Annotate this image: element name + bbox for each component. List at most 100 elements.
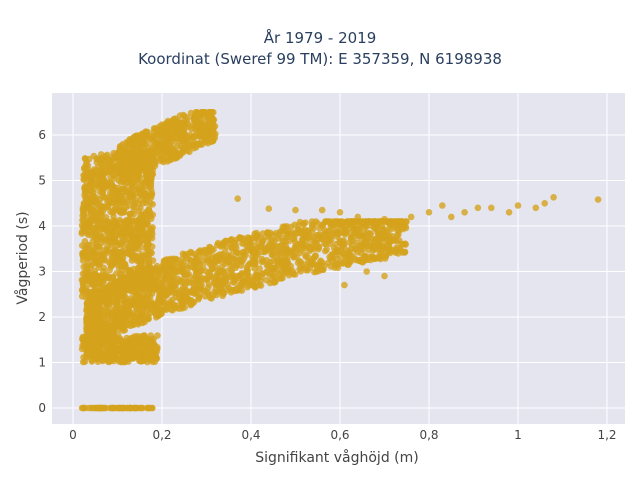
data-point bbox=[226, 273, 234, 281]
data-point bbox=[124, 222, 132, 229]
data-point bbox=[152, 344, 160, 352]
data-point bbox=[313, 265, 321, 273]
data-point bbox=[80, 404, 88, 412]
x-tick-label: 0,4 bbox=[241, 428, 260, 442]
data-point bbox=[97, 235, 104, 243]
data-point bbox=[263, 257, 271, 264]
data-point bbox=[385, 247, 393, 254]
data-point bbox=[142, 301, 150, 309]
data-point bbox=[144, 295, 151, 302]
data-point bbox=[392, 248, 400, 255]
data-point bbox=[302, 219, 309, 226]
data-point bbox=[168, 127, 176, 134]
data-point bbox=[334, 264, 342, 272]
data-point bbox=[203, 131, 211, 138]
data-point bbox=[273, 266, 281, 273]
data-point bbox=[148, 404, 156, 412]
data-point bbox=[322, 236, 330, 244]
data-point bbox=[166, 141, 174, 149]
x-tick-label: 0,6 bbox=[330, 428, 349, 442]
data-point bbox=[327, 263, 335, 270]
data-point bbox=[354, 213, 362, 221]
data-point bbox=[177, 137, 184, 145]
data-point bbox=[139, 309, 147, 316]
data-point bbox=[288, 223, 295, 231]
data-point bbox=[99, 323, 107, 331]
data-point bbox=[126, 137, 133, 145]
data-point bbox=[124, 347, 132, 354]
data-point bbox=[293, 253, 300, 261]
data-point bbox=[138, 358, 145, 365]
data-point bbox=[84, 249, 92, 256]
data-point bbox=[117, 346, 124, 354]
data-point bbox=[137, 211, 144, 219]
data-point bbox=[86, 276, 94, 284]
data-point bbox=[245, 276, 253, 283]
data-point bbox=[399, 249, 407, 256]
data-point bbox=[345, 251, 353, 258]
data-point bbox=[128, 276, 136, 283]
data-point bbox=[140, 231, 147, 239]
data-point bbox=[102, 214, 110, 221]
data-point bbox=[153, 262, 161, 270]
data-point bbox=[315, 245, 322, 253]
data-point bbox=[145, 252, 153, 259]
data-point bbox=[172, 280, 180, 288]
data-point bbox=[125, 298, 132, 306]
data-point bbox=[116, 248, 123, 256]
data-point bbox=[124, 404, 131, 412]
data-point bbox=[94, 216, 102, 223]
data-point bbox=[123, 186, 131, 194]
data-point bbox=[90, 317, 98, 325]
data-point bbox=[116, 404, 123, 412]
data-point bbox=[338, 218, 345, 225]
data-point bbox=[295, 229, 303, 237]
data-point bbox=[252, 283, 260, 290]
data-point bbox=[113, 280, 120, 288]
data-point bbox=[345, 221, 353, 228]
data-point bbox=[79, 342, 86, 349]
data-point bbox=[254, 235, 261, 243]
data-point bbox=[135, 156, 143, 164]
data-point bbox=[382, 253, 390, 260]
data-point bbox=[132, 234, 140, 241]
data-point bbox=[532, 204, 540, 212]
data-point bbox=[137, 252, 145, 260]
data-point bbox=[162, 270, 170, 277]
data-point bbox=[256, 265, 263, 272]
data-point bbox=[379, 231, 387, 238]
data-point bbox=[297, 258, 305, 266]
data-point bbox=[118, 168, 125, 176]
data-point bbox=[96, 333, 103, 340]
data-point bbox=[244, 262, 252, 270]
data-point bbox=[82, 218, 90, 226]
data-point bbox=[181, 271, 189, 279]
data-point bbox=[353, 239, 361, 246]
data-point bbox=[83, 229, 91, 237]
data-point bbox=[198, 258, 205, 265]
data-point bbox=[133, 336, 140, 344]
data-point bbox=[331, 219, 339, 227]
data-point bbox=[217, 243, 225, 250]
x-tick-label: 1 bbox=[514, 428, 522, 442]
data-point bbox=[145, 269, 152, 277]
data-point bbox=[264, 246, 271, 254]
data-point bbox=[88, 357, 96, 364]
data-point bbox=[208, 260, 215, 267]
data-point bbox=[93, 198, 100, 206]
data-point bbox=[121, 293, 129, 300]
data-point bbox=[114, 200, 121, 207]
data-point bbox=[196, 291, 203, 299]
data-point bbox=[93, 306, 101, 314]
data-point bbox=[173, 154, 181, 161]
data-point bbox=[146, 232, 153, 239]
data-point bbox=[279, 238, 287, 245]
data-point bbox=[80, 253, 87, 261]
data-point bbox=[296, 266, 303, 273]
data-point bbox=[109, 261, 116, 269]
data-point bbox=[105, 282, 113, 290]
data-point bbox=[174, 275, 182, 283]
data-point bbox=[106, 223, 114, 231]
data-point bbox=[354, 248, 361, 256]
y-tick-label: 1 bbox=[38, 356, 46, 370]
